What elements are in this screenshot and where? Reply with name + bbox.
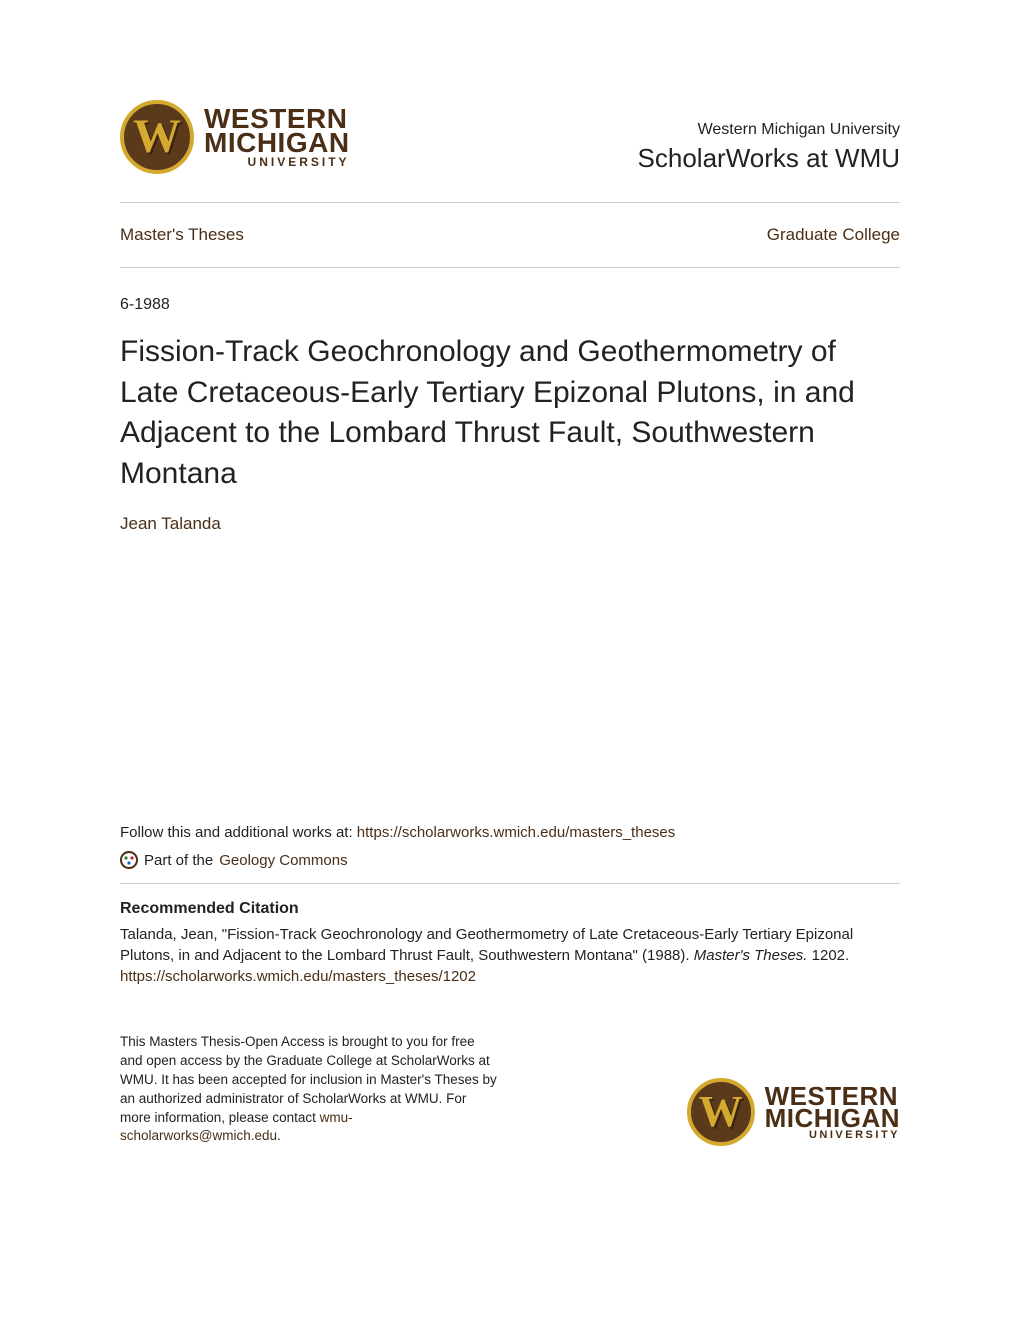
repository-name[interactable]: ScholarWorks at WMU	[638, 143, 900, 174]
logo-wordmark: WESTERN MICHIGAN UNIVERSITY	[204, 107, 350, 167]
citation-italic: Master's Theses.	[694, 947, 808, 964]
logo-line2-footer: MICHIGAN	[765, 1107, 900, 1129]
breadcrumb-row: Master's Theses Graduate College	[120, 211, 900, 259]
logo-letter: W	[133, 113, 181, 161]
nav-left: Master's Theses	[120, 225, 244, 245]
logo-subline: UNIVERSITY	[204, 157, 350, 167]
citation-suffix: 1202.	[807, 947, 849, 964]
nav-right: Graduate College	[767, 225, 900, 245]
partof-row: Part of the Geology Commons	[120, 851, 900, 869]
logo-line2: MICHIGAN	[204, 131, 350, 155]
divider-citation	[120, 883, 900, 884]
logo-badge-footer: W	[687, 1078, 755, 1146]
logo-badge: W	[120, 100, 194, 174]
document-title: Fission-Track Geochronology and Geotherm…	[120, 332, 900, 494]
follow-row: Follow this and additional works at: htt…	[120, 824, 900, 841]
divider-top	[120, 202, 900, 203]
publication-date: 6-1988	[120, 296, 900, 314]
author-name[interactable]: Jean Talanda	[120, 514, 900, 534]
logo-wordmark-footer: WESTERN MICHIGAN UNIVERSITY	[765, 1085, 900, 1141]
graduate-college-link[interactable]: Graduate College	[767, 225, 900, 244]
follow-link[interactable]: https://scholarworks.wmich.edu/masters_t…	[357, 824, 675, 841]
page-footer: This Masters Thesis-Open Access is broug…	[120, 1033, 900, 1146]
citation-heading: Recommended Citation	[120, 900, 900, 918]
collection-link[interactable]: Master's Theses	[120, 225, 244, 244]
citation-body: Talanda, Jean, "Fission-Track Geochronol…	[120, 924, 900, 966]
partof-prefix: Part of the	[144, 852, 213, 869]
network-icon[interactable]	[120, 851, 138, 869]
network-icon-svg	[120, 851, 138, 869]
spacer	[120, 534, 900, 824]
university-name: Western Michigan University	[638, 121, 900, 139]
divider-bottom	[120, 267, 900, 268]
footer-text-before: This Masters Thesis-Open Access is broug…	[120, 1034, 497, 1125]
logo-letter-footer: W	[699, 1090, 743, 1134]
header-right: Western Michigan University ScholarWorks…	[638, 121, 900, 174]
citation-link[interactable]: https://scholarworks.wmich.edu/masters_t…	[120, 968, 900, 985]
discipline-link[interactable]: Geology Commons	[219, 852, 347, 869]
logo-top[interactable]: W WESTERN MICHIGAN UNIVERSITY	[120, 100, 350, 174]
footer-text-after: .	[277, 1128, 281, 1143]
logo-bottom[interactable]: W WESTERN MICHIGAN UNIVERSITY	[687, 1078, 900, 1146]
page-header: W WESTERN MICHIGAN UNIVERSITY Western Mi…	[120, 100, 900, 194]
logo-subline-footer: UNIVERSITY	[765, 1131, 900, 1140]
footer-text: This Masters Thesis-Open Access is broug…	[120, 1033, 500, 1146]
follow-prefix: Follow this and additional works at:	[120, 824, 357, 841]
